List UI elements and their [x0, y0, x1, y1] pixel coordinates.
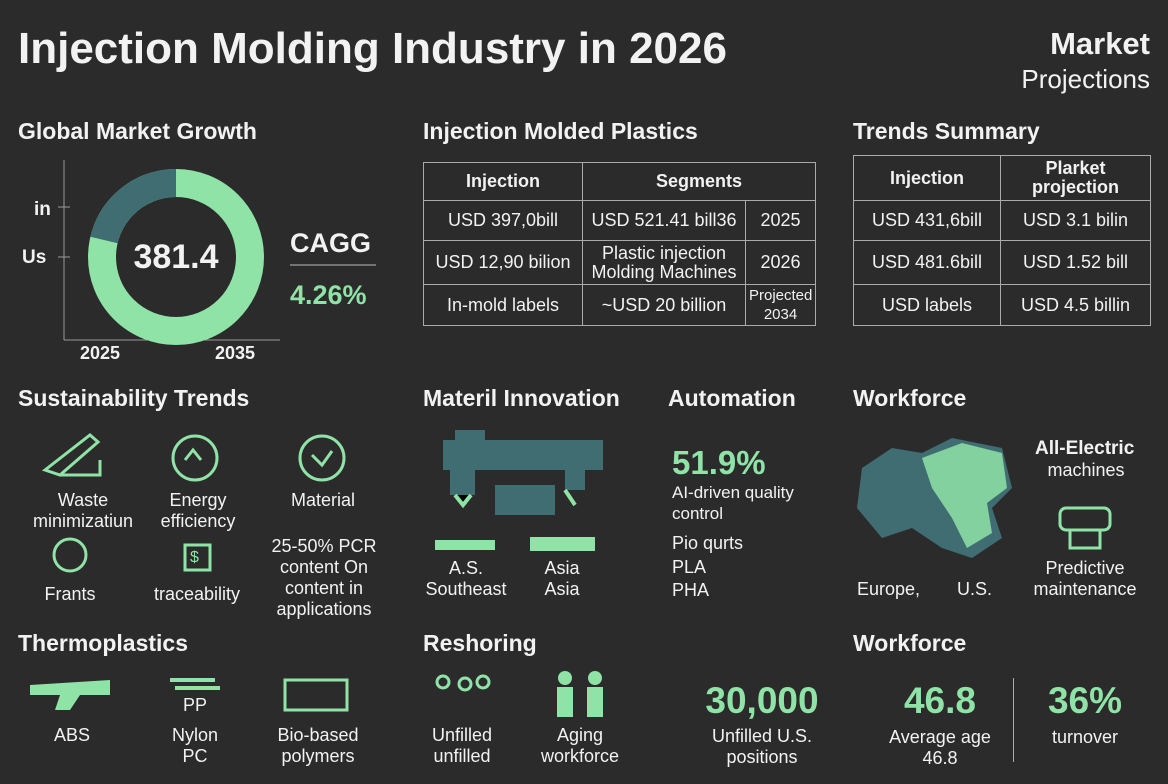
stat-label: turnover [1051, 727, 1119, 747]
cell: USD 481.6bill [853, 240, 1001, 285]
cell: USD 3.1 bilin [1000, 200, 1151, 241]
cell: USD 431,6bill [853, 200, 1001, 241]
header-cell: Segments [582, 162, 816, 201]
machine-icon [435, 430, 603, 551]
list-item: Pio qurts [672, 533, 744, 553]
section-title: Workforce [853, 385, 967, 411]
item-label: Waste minimizatiun [32, 490, 134, 531]
x-label: 2025 [80, 343, 121, 363]
tag: Projections [1021, 64, 1150, 94]
table: Injection Plarket projection USD 431,6bil… [853, 155, 1151, 326]
item-label: Aging workforce [540, 725, 620, 766]
map-label-bold: All-Electric [1035, 438, 1135, 459]
x-label: 2035 [215, 343, 256, 363]
cell: 2026 [745, 240, 816, 285]
item-label: Frants [44, 584, 96, 604]
item-label: PP [182, 695, 207, 715]
stat: 46.8 [903, 680, 976, 721]
tag-bold: Market [1050, 26, 1150, 61]
section-title: Thermoplastics [18, 630, 188, 656]
list-item: PHA [672, 580, 710, 600]
axis-label: Us [22, 247, 47, 268]
stat-label: Average age 46.8 [889, 727, 991, 768]
header-cell: Injection [853, 155, 1001, 201]
section-title: Materil Innovation [423, 385, 620, 411]
maintenance-icon [1058, 506, 1112, 550]
section-title: Reshoring [423, 630, 537, 656]
header-cell: Plarket projection [1000, 155, 1151, 201]
list-item: PLA [672, 557, 707, 577]
icons [30, 671, 603, 717]
icons: $ [41, 433, 346, 573]
svg-text:$: $ [190, 549, 199, 566]
cell: Projected 2034 [745, 284, 816, 326]
section-title: Sustainability Trends [18, 385, 250, 411]
cagr-label: CAGG [290, 228, 371, 258]
title: Injection Molding Industry in 2026 [18, 24, 727, 73]
item-label: traceability [153, 584, 241, 604]
cell: USD 521.41 bill36 [582, 200, 746, 241]
cell: USD 397,0bill [423, 200, 583, 241]
item-label: Nylon PC [171, 725, 219, 766]
cell: ~USD 20 billion [582, 284, 746, 326]
cell: In-mold labels [423, 284, 583, 326]
map [857, 438, 1012, 558]
axis-label: in [34, 199, 51, 220]
cell: Plastic injection Molding Machines [582, 240, 746, 285]
cell: USD labels [853, 284, 1001, 326]
note: 25-50% PCR content On content in applica… [271, 536, 377, 619]
header-cell: Injection [423, 162, 583, 201]
stat: 30,000 [705, 680, 819, 721]
item-label: Material [290, 490, 356, 510]
divider [1013, 678, 1014, 762]
map-label: machines [1047, 460, 1125, 480]
item-label: ABS [53, 725, 91, 745]
cell: USD 12,90 bilion [423, 240, 583, 285]
stat-label: AI-driven quality control [672, 483, 794, 523]
cell: USD 1.52 bill [1000, 240, 1151, 285]
section-title: Trends Summary [853, 118, 1040, 144]
item-label: A.S. Southeast [425, 558, 507, 599]
map-label: Europe, [857, 579, 921, 599]
table: Injection Segments USD 397,0bill USD 521.4… [423, 162, 816, 326]
donut [58, 160, 376, 345]
section-title: Automation [668, 385, 796, 411]
item-label: Unfilled unfilled [431, 725, 493, 766]
icon-label: Predictive maintenance [1033, 558, 1137, 599]
section-title: Injection Molded Plastics [423, 118, 698, 144]
cagr: 4.26% [290, 280, 367, 310]
donut-center: 381.4 [133, 238, 219, 276]
stat: 51.9% [672, 444, 766, 481]
item-label: Energy efficiency [160, 490, 236, 531]
item-label: Bio-based polymers [277, 725, 359, 766]
map-label: U.S. [957, 579, 993, 599]
section-title: Workforce [853, 630, 967, 656]
cell: 2025 [745, 200, 816, 241]
section-title: Global Market Growth [18, 118, 257, 144]
cell: USD 4.5 billin [1000, 284, 1151, 326]
item-label: Asia Asia [544, 558, 580, 599]
stat: 36% [1047, 680, 1123, 721]
stat-label: Unfilled U.S. positions [711, 726, 813, 767]
